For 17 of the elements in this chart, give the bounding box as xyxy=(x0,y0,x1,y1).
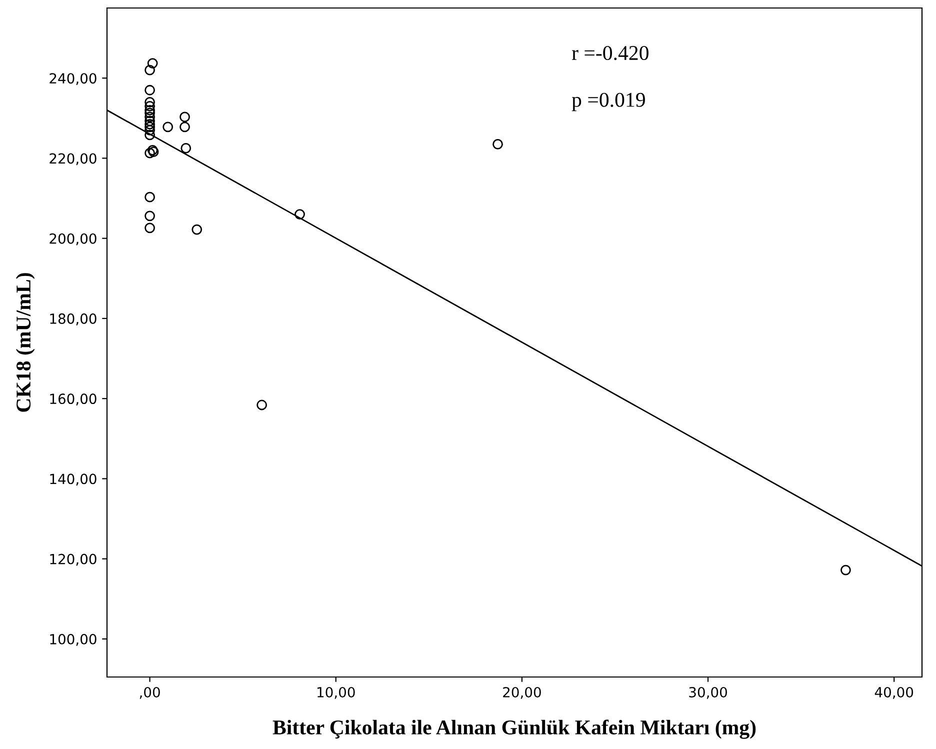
y-tick-label: 120,00 xyxy=(50,554,96,566)
x-axis-title: Bitter Çikolata ile Alınan Günlük Kafein Miktarı (mg) xyxy=(272,720,756,739)
y-tick-label: 100,00 xyxy=(50,634,96,646)
x-tick-label: 20,00 xyxy=(503,686,541,699)
y-tick-label: 220,00 xyxy=(50,153,96,166)
y-tick-label: 180,00 xyxy=(50,313,96,326)
y-tick-label: 200,00 xyxy=(50,233,96,246)
annotation: r =-0.420 xyxy=(572,46,648,60)
y-tick-label: 140,00 xyxy=(50,474,96,486)
y-tick-label: 160,00 xyxy=(50,394,96,406)
y-tick-label: 240,00 xyxy=(50,73,96,85)
x-tick-label: ,00 xyxy=(140,686,160,699)
annotation: p =0.019 xyxy=(572,92,645,112)
x-tick-label: 40,00 xyxy=(874,686,914,699)
x-tick-label: 10,00 xyxy=(318,686,355,699)
x-tick-label: 30,00 xyxy=(689,686,727,699)
y-axis-title: CK18 (mU/mL) xyxy=(16,273,35,412)
